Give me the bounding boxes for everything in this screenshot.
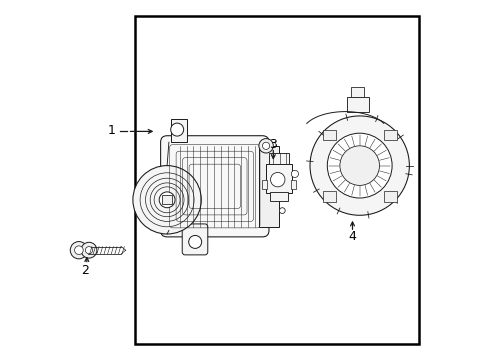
- Circle shape: [170, 123, 183, 136]
- Circle shape: [70, 242, 87, 259]
- Bar: [258, 146, 278, 227]
- Circle shape: [75, 246, 83, 255]
- Bar: [265, 164, 291, 193]
- Text: 1: 1: [107, 124, 115, 137]
- Circle shape: [258, 139, 273, 153]
- Circle shape: [159, 192, 175, 208]
- Circle shape: [326, 133, 391, 198]
- Circle shape: [81, 242, 97, 258]
- FancyBboxPatch shape: [182, 224, 207, 255]
- Circle shape: [85, 247, 92, 254]
- Circle shape: [262, 142, 269, 149]
- Circle shape: [188, 235, 201, 248]
- Circle shape: [279, 208, 285, 213]
- Circle shape: [270, 172, 285, 187]
- Text: 3: 3: [268, 138, 276, 150]
- Bar: [290, 180, 296, 189]
- Bar: [322, 130, 335, 140]
- Bar: [134, 16, 418, 344]
- FancyBboxPatch shape: [160, 136, 268, 237]
- Polygon shape: [170, 119, 186, 142]
- Text: 4: 4: [348, 230, 356, 243]
- Bar: [162, 195, 172, 204]
- Circle shape: [291, 170, 298, 177]
- Bar: [383, 191, 396, 202]
- Bar: [383, 130, 396, 140]
- Circle shape: [339, 146, 379, 185]
- Bar: [261, 180, 266, 189]
- Circle shape: [309, 116, 408, 215]
- Bar: [346, 97, 368, 112]
- Bar: [268, 153, 288, 164]
- Bar: [270, 192, 287, 201]
- Circle shape: [133, 166, 201, 234]
- Bar: [322, 191, 335, 202]
- Text: 2: 2: [81, 264, 89, 276]
- Circle shape: [279, 165, 285, 170]
- Bar: [351, 87, 364, 97]
- Circle shape: [279, 186, 285, 192]
